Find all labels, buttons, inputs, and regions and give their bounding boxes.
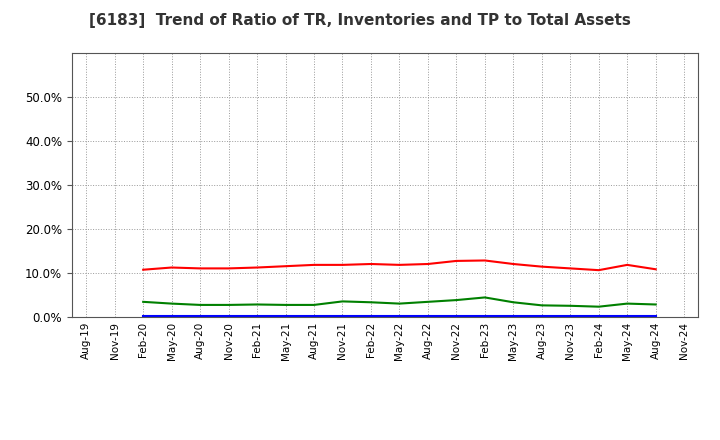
Inventories xyxy=(253,314,261,319)
Inventories xyxy=(509,314,518,319)
Trade Payables xyxy=(366,300,375,305)
Trade Receivables xyxy=(595,268,603,273)
Trade Payables xyxy=(167,301,176,306)
Trade Payables xyxy=(452,297,461,303)
Trade Payables xyxy=(623,301,631,306)
Line: Trade Receivables: Trade Receivables xyxy=(143,260,656,270)
Trade Receivables xyxy=(537,264,546,269)
Trade Receivables xyxy=(623,262,631,268)
Trade Receivables xyxy=(423,261,432,267)
Trade Payables xyxy=(310,302,318,308)
Trade Payables xyxy=(509,300,518,305)
Trade Payables xyxy=(225,302,233,308)
Trade Payables xyxy=(480,295,489,300)
Legend: Trade Receivables, Inventories, Trade Payables: Trade Receivables, Inventories, Trade Pa… xyxy=(160,434,611,440)
Trade Payables xyxy=(566,303,575,308)
Trade Payables xyxy=(253,302,261,307)
Inventories xyxy=(452,314,461,319)
Inventories xyxy=(139,314,148,319)
Trade Payables xyxy=(595,304,603,309)
Inventories xyxy=(225,314,233,319)
Trade Payables xyxy=(338,299,347,304)
Trade Receivables xyxy=(310,262,318,268)
Trade Receivables xyxy=(225,266,233,271)
Line: Trade Payables: Trade Payables xyxy=(143,297,656,307)
Trade Receivables xyxy=(253,265,261,270)
Trade Payables xyxy=(537,303,546,308)
Inventories xyxy=(366,314,375,319)
Trade Receivables xyxy=(338,262,347,268)
Inventories xyxy=(566,314,575,319)
Trade Receivables xyxy=(652,267,660,272)
Inventories xyxy=(196,314,204,319)
Trade Receivables xyxy=(566,266,575,271)
Trade Receivables xyxy=(395,262,404,268)
Inventories xyxy=(652,314,660,319)
Trade Receivables xyxy=(282,264,290,269)
Inventories xyxy=(537,314,546,319)
Inventories xyxy=(595,314,603,319)
Inventories xyxy=(623,314,631,319)
Trade Payables xyxy=(196,302,204,308)
Text: [6183]  Trend of Ratio of TR, Inventories and TP to Total Assets: [6183] Trend of Ratio of TR, Inventories… xyxy=(89,13,631,28)
Trade Receivables xyxy=(366,261,375,267)
Trade Payables xyxy=(282,302,290,308)
Trade Payables xyxy=(395,301,404,306)
Trade Receivables xyxy=(196,266,204,271)
Trade Payables xyxy=(423,299,432,304)
Trade Receivables xyxy=(509,261,518,267)
Trade Receivables xyxy=(167,265,176,270)
Trade Payables xyxy=(139,299,148,304)
Inventories xyxy=(480,314,489,319)
Trade Receivables xyxy=(480,258,489,263)
Trade Receivables xyxy=(452,258,461,264)
Inventories xyxy=(338,314,347,319)
Inventories xyxy=(423,314,432,319)
Inventories xyxy=(310,314,318,319)
Inventories xyxy=(395,314,404,319)
Trade Payables xyxy=(652,302,660,307)
Trade Receivables xyxy=(139,267,148,272)
Inventories xyxy=(167,314,176,319)
Inventories xyxy=(282,314,290,319)
